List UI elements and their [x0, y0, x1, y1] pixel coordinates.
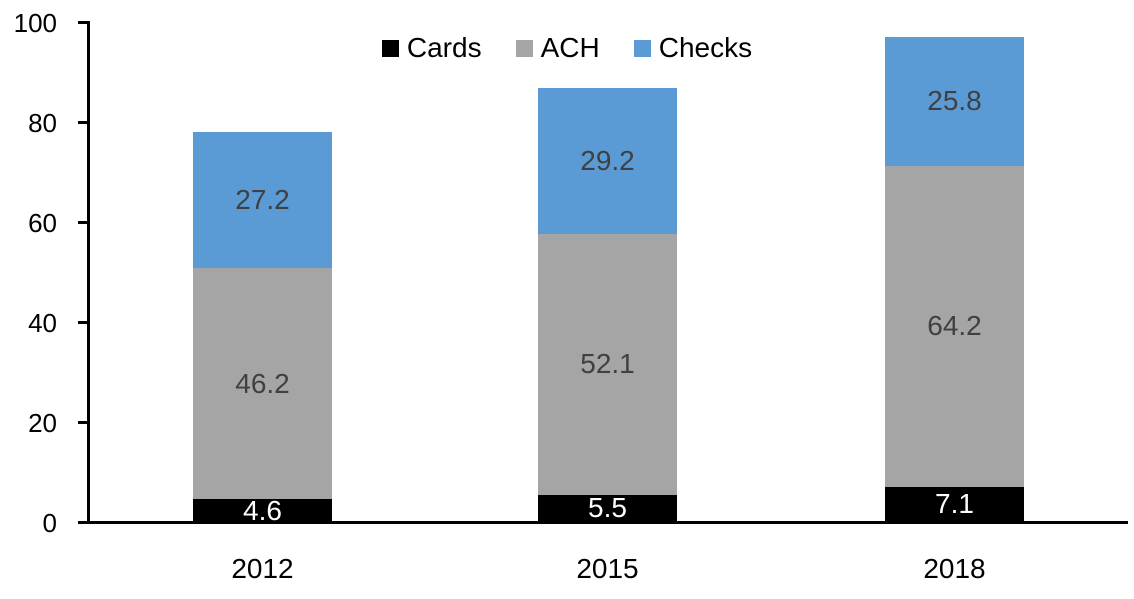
legend-item-ach: ACH [515, 32, 600, 63]
y-axis-tick-label: 60 [28, 207, 57, 238]
bar-segment-checks-2015: 29.2 [538, 88, 677, 234]
bar-segment-value-label: 7.1 [935, 488, 974, 520]
y-axis-tick-label: 20 [28, 407, 57, 438]
bar-segment-value-label: 27.2 [235, 184, 290, 215]
y-axis-tick-mark [78, 421, 90, 424]
legend-label: Checks [658, 32, 753, 63]
y-axis-line [87, 21, 90, 524]
bar-segment-value-label: 52.1 [580, 348, 635, 380]
y-axis-tick-label: 0 [42, 507, 57, 538]
y-axis-tick-mark [78, 521, 90, 524]
legend-swatch-icon [633, 39, 651, 57]
x-axis-category-label: 2015 [576, 553, 639, 584]
bar-segment-ach-2018: 64.2 [885, 165, 1024, 487]
bar-segment-value-label: 64.2 [927, 310, 982, 341]
y-axis-tick-mark [78, 21, 90, 24]
x-axis-line [87, 521, 1128, 524]
y-axis-tick-mark [78, 321, 90, 324]
legend-label: Cards [406, 32, 482, 63]
bar-segment-value-label: 46.2 [235, 367, 290, 399]
bar-segment-cards-2012: 4.6 [193, 494, 332, 526]
legend-swatch-icon [381, 39, 399, 57]
legend-swatch-icon [515, 39, 533, 57]
y-axis-tick-label: 40 [28, 307, 57, 338]
x-axis-category-label: 2012 [231, 553, 294, 584]
bar-2018: 7.1 64.2 25.8 [885, 36, 1024, 522]
y-axis-tick-mark [78, 121, 90, 124]
bar-segment-value-label: 5.5 [588, 492, 627, 524]
y-axis-tick-label: 80 [28, 107, 57, 138]
chart-legend: Cards ACH Checks [0, 33, 1134, 63]
bar-segment-value-label: 4.6 [243, 494, 282, 526]
y-axis-tick-label: 100 [13, 7, 57, 38]
bar-segment-cards-2015: 5.5 [538, 492, 677, 524]
y-axis-tick-mark [78, 221, 90, 224]
bar-segment-cards-2018: 7.1 [885, 486, 1024, 522]
legend-item-checks: Checks [633, 32, 753, 63]
bar-segment-value-label: 25.8 [927, 85, 982, 116]
bar-segment-ach-2012: 46.2 [193, 268, 332, 499]
bar-segment-checks-2012: 27.2 [193, 132, 332, 268]
legend-label: ACH [540, 32, 600, 63]
bar-2015: 5.5 52.1 29.2 [538, 88, 677, 522]
x-axis-category-label: 2018 [923, 553, 986, 584]
bar-segment-checks-2018: 25.8 [885, 36, 1024, 166]
bar-segment-ach-2015: 52.1 [538, 234, 677, 495]
bar-2012: 4.6 46.2 27.2 [193, 132, 332, 526]
legend-item-cards: Cards [381, 32, 482, 63]
bar-segment-value-label: 29.2 [580, 145, 635, 176]
